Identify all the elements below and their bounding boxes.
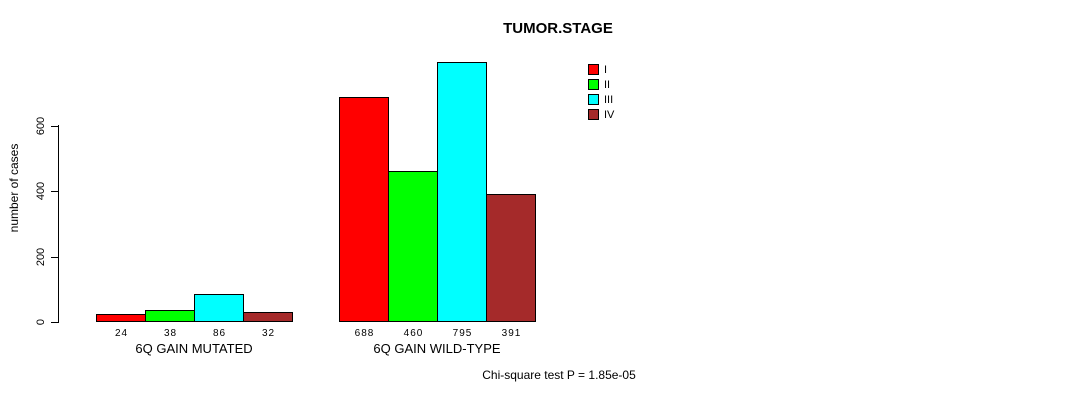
legend-row: II [588,77,614,92]
legend-row: III [588,92,614,107]
group-label: 6Q GAIN WILD-TYPE [373,341,501,356]
y-tick-mark [51,125,58,127]
legend-label: III [604,93,614,106]
legend-swatch-ii [588,79,599,90]
group-label: 6Q GAIN MUTATED [135,341,253,356]
y-tick-label: 400 [35,181,47,201]
chart-title: TUMOR.STAGE [503,20,613,37]
bar-value-label: 24 [114,328,129,339]
y-axis-line [58,125,59,323]
legend-row: IV [588,107,614,122]
bar-ii-wild-type [388,171,438,322]
bar-value-label: 86 [212,328,227,339]
y-tick-label: 200 [35,247,47,266]
bar-iv-mutated [243,312,293,322]
y-tick-mark [51,191,58,192]
y-axis-label: number of cases [7,143,21,233]
legend-row: I [588,62,614,77]
bar-iv-wild-type [486,194,536,322]
legend-swatch-iv [588,109,599,120]
bar-iii-mutated [194,294,244,322]
legend: I II III IV [588,62,614,122]
legend-label: II [604,78,611,91]
bar-value-label: 460 [403,328,424,339]
y-tick-label: 0 [35,318,47,326]
chi-square-annotation: Chi-square test P = 1.85e-05 [482,368,636,382]
bar-ii-mutated [145,310,195,322]
bar-iii-wild-type [437,62,487,322]
bar-value-label: 795 [452,328,473,339]
bar-value-label: 391 [501,328,522,339]
bar-value-label: 32 [261,328,276,339]
legend-swatch-i [588,64,599,75]
y-tick-mark [51,322,58,323]
legend-label: I [604,63,608,76]
bar-i-wild-type [339,97,389,322]
legend-label: IV [604,108,615,121]
bar-value-label: 38 [163,328,178,339]
bar-i-mutated [96,314,146,322]
legend-swatch-iii [588,94,599,105]
bar-value-label: 688 [354,328,375,339]
y-tick-label: 600 [35,116,47,135]
y-tick-mark [51,256,58,258]
